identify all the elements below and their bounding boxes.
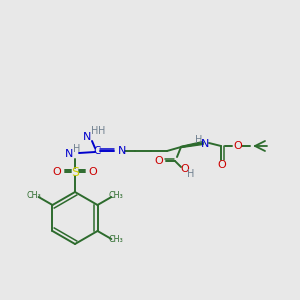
Text: CH₃: CH₃ (109, 191, 124, 200)
Text: H: H (91, 126, 99, 136)
Text: C: C (93, 146, 101, 156)
Text: H: H (98, 126, 106, 136)
Text: CH₃: CH₃ (26, 191, 41, 200)
Text: O: O (154, 156, 164, 166)
Text: N: N (201, 139, 209, 149)
Text: N: N (65, 149, 73, 159)
Text: S: S (71, 166, 79, 178)
Text: O: O (52, 167, 62, 177)
Text: N: N (83, 132, 91, 142)
Text: CH₃: CH₃ (109, 235, 124, 244)
Text: H: H (187, 169, 195, 179)
Text: O: O (218, 160, 226, 170)
Text: O: O (234, 141, 242, 151)
Text: H: H (73, 144, 81, 154)
Text: O: O (88, 167, 98, 177)
Text: H: H (195, 135, 203, 145)
Text: O: O (181, 164, 189, 174)
Text: N: N (118, 146, 126, 156)
